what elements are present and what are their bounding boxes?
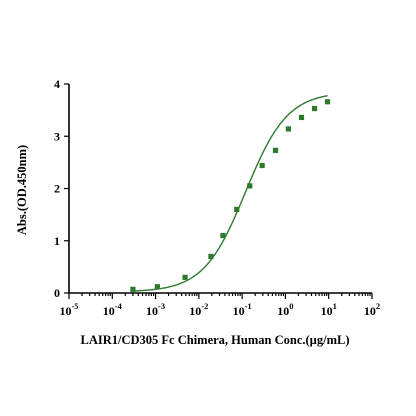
y-tick-label: 3 (54, 129, 60, 143)
data-point (182, 274, 188, 280)
y-axis-title: Abs.(OD.450nm) (15, 145, 29, 235)
y-tick-label: 1 (54, 234, 60, 248)
data-point (208, 253, 214, 260)
y-tick-label: 0 (54, 286, 60, 300)
x-tick-label: 10-2 (189, 301, 208, 318)
data-point (259, 162, 265, 169)
data-point (324, 99, 331, 105)
data-point (272, 147, 279, 153)
data-point (130, 286, 136, 292)
y-tick-label: 4 (54, 77, 60, 91)
axes-layer: 0 1 2 3 4 10-5 10-4 10-3 10-2 10-1 100 101 102 (54, 77, 380, 318)
fit-curve-layer (132, 95, 328, 292)
data-point (247, 183, 253, 189)
data-point (285, 126, 291, 132)
x-tick-label: 10-1 (233, 301, 252, 318)
data-point (154, 284, 160, 290)
y-tick-label: 2 (54, 182, 60, 196)
data-point (220, 232, 226, 239)
x-tick-label: 10-4 (103, 301, 123, 318)
x-axis-title: LAIR1/CD305 Fc Chimera, Human Conc.(µg/m… (81, 333, 350, 347)
x-tick-label: 100 (277, 301, 293, 318)
x-tick-label: 102 (364, 301, 380, 318)
data-point (298, 114, 305, 121)
data-point (234, 206, 240, 212)
x-tick-label: 10-5 (59, 301, 78, 318)
data-points-layer (130, 99, 331, 292)
x-tick-label: 10-3 (146, 301, 165, 318)
data-point (311, 105, 318, 112)
fit-curve (132, 95, 328, 292)
x-tick-label: 101 (321, 301, 337, 318)
